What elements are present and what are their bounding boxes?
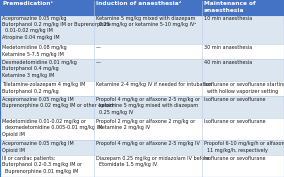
Text: Dexmedetomidine 0.01 mg/kg
Butorphanol 0.4 mg/kg
Ketamine 3 mg/kg IM: Dexmedetomidine 0.01 mg/kg Butorphanol 0… bbox=[2, 60, 77, 78]
Bar bbox=[0, 140, 284, 155]
Text: Acepromazine 0.05 mg/kg IM
Opioid IM: Acepromazine 0.05 mg/kg IM Opioid IM bbox=[2, 141, 74, 153]
Bar bbox=[0, 155, 284, 177]
Text: 30 min anaesthesia: 30 min anaesthesia bbox=[204, 45, 252, 50]
Bar bbox=[0, 44, 284, 59]
Text: 40 min anaesthesia: 40 min anaesthesia bbox=[204, 60, 252, 65]
Text: Isoflurane or sevoflurane starting
  with hollow vaporizer setting: Isoflurane or sevoflurane starting with … bbox=[204, 82, 284, 94]
Text: Propofol 4 mg/kg or alfaxone 2-5 mg/kg or
  ketamine 5 mg/kg mixed with diazepam: Propofol 4 mg/kg or alfaxone 2-5 mg/kg o… bbox=[96, 97, 200, 115]
Text: Isoflurane or sevoflurane: Isoflurane or sevoflurane bbox=[204, 156, 265, 161]
Bar bbox=[0, 96, 284, 118]
Bar bbox=[0, 118, 284, 140]
Text: Propofol 6-10 mg/kg/h or alfaxone
  11 mg/kg/h, respectively: Propofol 6-10 mg/kg/h or alfaxone 11 mg/… bbox=[204, 141, 284, 153]
Text: Premedication¹: Premedication¹ bbox=[2, 1, 53, 6]
Text: 10 min anaesthesia: 10 min anaesthesia bbox=[204, 16, 252, 21]
Text: Isoflurane or sevoflurane: Isoflurane or sevoflurane bbox=[204, 119, 265, 124]
Bar bbox=[0, 0, 94, 15]
Bar bbox=[94, 0, 202, 15]
Bar bbox=[0, 15, 284, 44]
Text: Acepromazine 0.05 mg/kg IM
Buprenorphine 0.02 mg/kg IM or other opioid¹: Acepromazine 0.05 mg/kg IM Buprenorphine… bbox=[2, 97, 115, 108]
Text: Medetomidine 0.08 mg/kg
Ketamine 5-7.5 mg/kg IM: Medetomidine 0.08 mg/kg Ketamine 5-7.5 m… bbox=[2, 45, 67, 57]
Text: Propofol 2 mg/kg or alfaxone 2 mg/kg or
  ketamine 2 mg/kg IV: Propofol 2 mg/kg or alfaxone 2 mg/kg or … bbox=[96, 119, 195, 130]
Text: Acepromazine 0.05 mg/kg
Butorphanol 0.2 mg/kg IM or Buprenorphine
  0.01-0.02 mg: Acepromazine 0.05 mg/kg Butorphanol 0.2 … bbox=[2, 16, 111, 40]
Text: Diazepam 0.25 mg/kg or midazolam IV before
  Etomidate 1.5 mg/kg IV: Diazepam 0.25 mg/kg or midazolam IV befo… bbox=[96, 156, 209, 167]
Bar bbox=[0, 81, 284, 96]
Text: Ketamine 5 mg/kg mixed with diazepam
  0.25 mg/kg or ketamine 5-10 mg/kg IV²: Ketamine 5 mg/kg mixed with diazepam 0.2… bbox=[96, 16, 196, 27]
Text: Ketamine 2-4 mg/kg IV if needed for intubation: Ketamine 2-4 mg/kg IV if needed for intu… bbox=[96, 82, 212, 87]
Text: Tiletamine-zolazepam 4 mg/kg IM
Butorphanol 0.2 mg/kg: Tiletamine-zolazepam 4 mg/kg IM Butorpha… bbox=[2, 82, 85, 94]
Text: Propofol 4 mg/kg or alfaxone 2-5 mg/kg IV: Propofol 4 mg/kg or alfaxone 2-5 mg/kg I… bbox=[96, 141, 200, 146]
Bar bbox=[202, 0, 284, 15]
Text: Isoflurane or sevoflurane: Isoflurane or sevoflurane bbox=[204, 97, 265, 102]
Text: —: — bbox=[96, 45, 101, 50]
Text: Induction of anaesthesia²: Induction of anaesthesia² bbox=[96, 1, 181, 6]
Bar bbox=[0, 59, 284, 81]
Text: Maintenance of
anaesthesia: Maintenance of anaesthesia bbox=[204, 1, 256, 13]
Text: Ill or cardiac patients:
Butorphanol 0.2-0.3 mg/kg IM or
  Buprenorphine 0.01 mg: Ill or cardiac patients: Butorphanol 0.2… bbox=[2, 156, 82, 173]
Text: —: — bbox=[96, 60, 101, 65]
Text: Medetomidine 0.01-0.02 mg/kg or
  dexmedetomidine 0.005-0.01 mg/kg IM
Opioid IM: Medetomidine 0.01-0.02 mg/kg or dexmedet… bbox=[2, 119, 102, 137]
